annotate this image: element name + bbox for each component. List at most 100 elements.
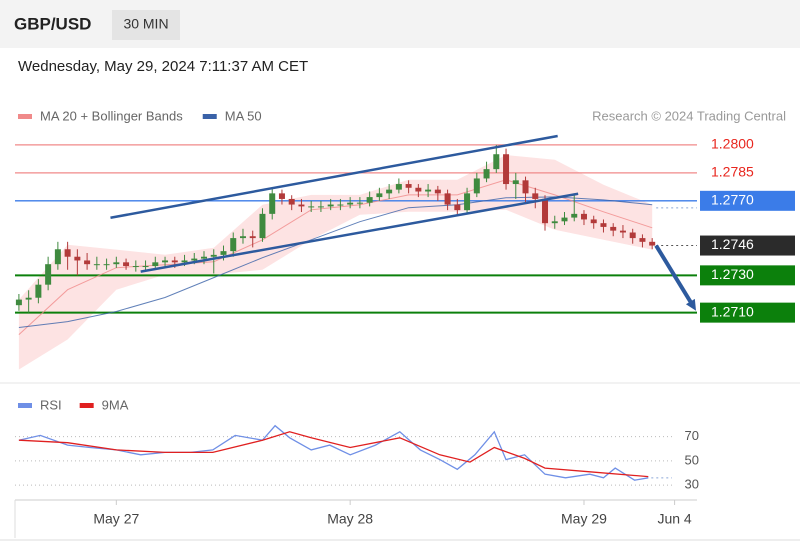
interval-chip[interactable] — [112, 10, 180, 40]
indicator-line — [18, 424, 649, 481]
candle-body — [464, 193, 471, 211]
candle-body — [347, 202, 354, 205]
candle-body — [230, 238, 237, 252]
candle-body — [220, 251, 227, 255]
candle-body — [356, 202, 363, 204]
candle-body — [571, 213, 578, 218]
candle-body — [54, 249, 61, 265]
level-box — [700, 235, 795, 256]
candle-body — [395, 184, 402, 190]
level-label: 1.2785 — [711, 164, 754, 180]
candle-body — [123, 262, 130, 267]
candle-body — [405, 184, 412, 188]
level-label: 1.2770 — [711, 192, 754, 208]
bollinger-band — [18, 155, 653, 370]
y-tick-label: 50 — [685, 452, 699, 467]
symbol: GBP/USD — [14, 14, 91, 33]
candle-body — [473, 178, 480, 194]
candle-body — [239, 236, 246, 239]
candle-body — [113, 262, 120, 265]
candle-body — [298, 204, 305, 207]
candle-body — [542, 198, 549, 224]
y-tick-label: 70 — [685, 428, 699, 443]
forecast-arrow — [654, 244, 695, 307]
candle-body — [25, 297, 32, 300]
moving-average — [18, 179, 653, 335]
forecast-arrowhead — [685, 298, 697, 311]
interval[interactable]: 30 MIN — [123, 16, 168, 32]
candle-body — [561, 217, 568, 222]
candle-body — [103, 264, 110, 266]
timestamp: Wednesday, May 29, 2024 7:11:37 AM CET — [18, 58, 308, 75]
candle-body — [376, 193, 383, 198]
candle-body — [532, 193, 539, 199]
candle-body — [629, 232, 636, 239]
candle-body — [191, 258, 198, 261]
candle-body — [64, 249, 71, 257]
level-label: 1.2746 — [711, 236, 754, 252]
legend-swatch — [18, 114, 32, 119]
credit: Research © 2024 Trading Central — [592, 108, 786, 123]
candle-body — [366, 197, 373, 203]
legend-label: 9MA — [102, 397, 129, 412]
candle-body — [327, 204, 334, 207]
level-label: 1.2730 — [711, 266, 754, 282]
candle-body — [522, 180, 529, 194]
candle-body — [580, 213, 587, 220]
candle-body — [434, 189, 441, 194]
candle-body — [337, 204, 344, 206]
candle-body — [649, 241, 656, 246]
x-tick-label: May 29 — [561, 511, 607, 527]
candle-body — [288, 198, 295, 205]
trendline — [140, 192, 579, 273]
level-label: 1.2800 — [711, 136, 754, 152]
candle-body — [269, 193, 276, 214]
candle-body — [551, 221, 558, 224]
candle-body — [152, 262, 159, 267]
candle-body — [610, 226, 617, 231]
candle-body — [483, 169, 490, 179]
legend-swatch — [202, 114, 217, 119]
candle-body — [425, 189, 432, 192]
candle-body — [639, 238, 646, 242]
candle-body — [259, 213, 266, 239]
legend-swatch — [18, 403, 32, 408]
level-label: 1.2710 — [711, 303, 754, 319]
candle-body — [317, 206, 324, 208]
candle-body — [15, 299, 22, 306]
moving-average — [18, 196, 653, 328]
candle-body — [210, 254, 217, 257]
level-box — [700, 265, 795, 286]
candle-body — [619, 230, 626, 233]
candle-body — [142, 266, 149, 268]
candle-body — [444, 193, 451, 205]
x-tick-label: May 27 — [93, 511, 139, 527]
candle-body — [493, 154, 500, 170]
candle-body — [181, 260, 188, 263]
level-box — [700, 190, 795, 211]
x-tick-label: May 28 — [327, 511, 373, 527]
legend-label: MA 50 — [225, 108, 262, 123]
candle-body — [74, 256, 81, 261]
level-box — [700, 302, 795, 323]
legend-label: MA 20 + Bollinger Bands — [40, 108, 183, 123]
candle-body — [84, 260, 91, 265]
candle-body — [512, 180, 519, 185]
y-tick-label: 30 — [685, 477, 699, 492]
legend-label: RSI — [40, 397, 62, 412]
x-tick-label: Jun 4 — [657, 511, 691, 527]
legend-swatch — [79, 403, 94, 408]
candle-body — [503, 154, 510, 185]
indicator-line — [18, 431, 649, 478]
candle-body — [600, 223, 607, 227]
candle-body — [249, 236, 256, 239]
candle-body — [415, 187, 422, 192]
candle-body — [308, 206, 315, 208]
candle-body — [35, 284, 42, 298]
candle-body — [45, 264, 52, 285]
candle-body — [386, 189, 393, 194]
candle-body — [278, 193, 285, 199]
candle-body — [454, 204, 461, 211]
candle-body — [132, 266, 139, 268]
